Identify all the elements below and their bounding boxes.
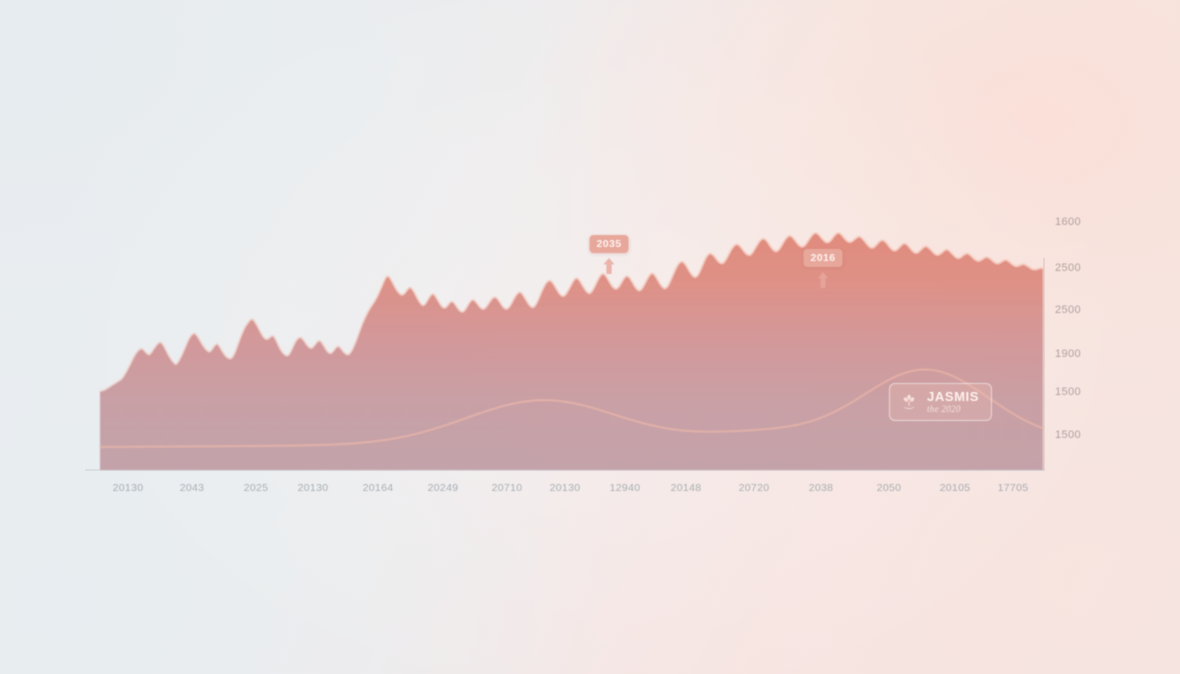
watermark-subtitle: the 2020 [927, 403, 961, 414]
flower-icon [898, 391, 920, 413]
primary-area-stroke [99, 232, 1044, 393]
secondary-wave-line[interactable] [99, 368, 1044, 448]
watermark-text-group: JASMIS the 2020 [927, 390, 979, 414]
primary-area-fill[interactable] [100, 232, 1043, 470]
jasmis-watermark[interactable]: JASMIS the 2020 [889, 383, 993, 422]
watermark-title: JASMIS [927, 389, 980, 404]
